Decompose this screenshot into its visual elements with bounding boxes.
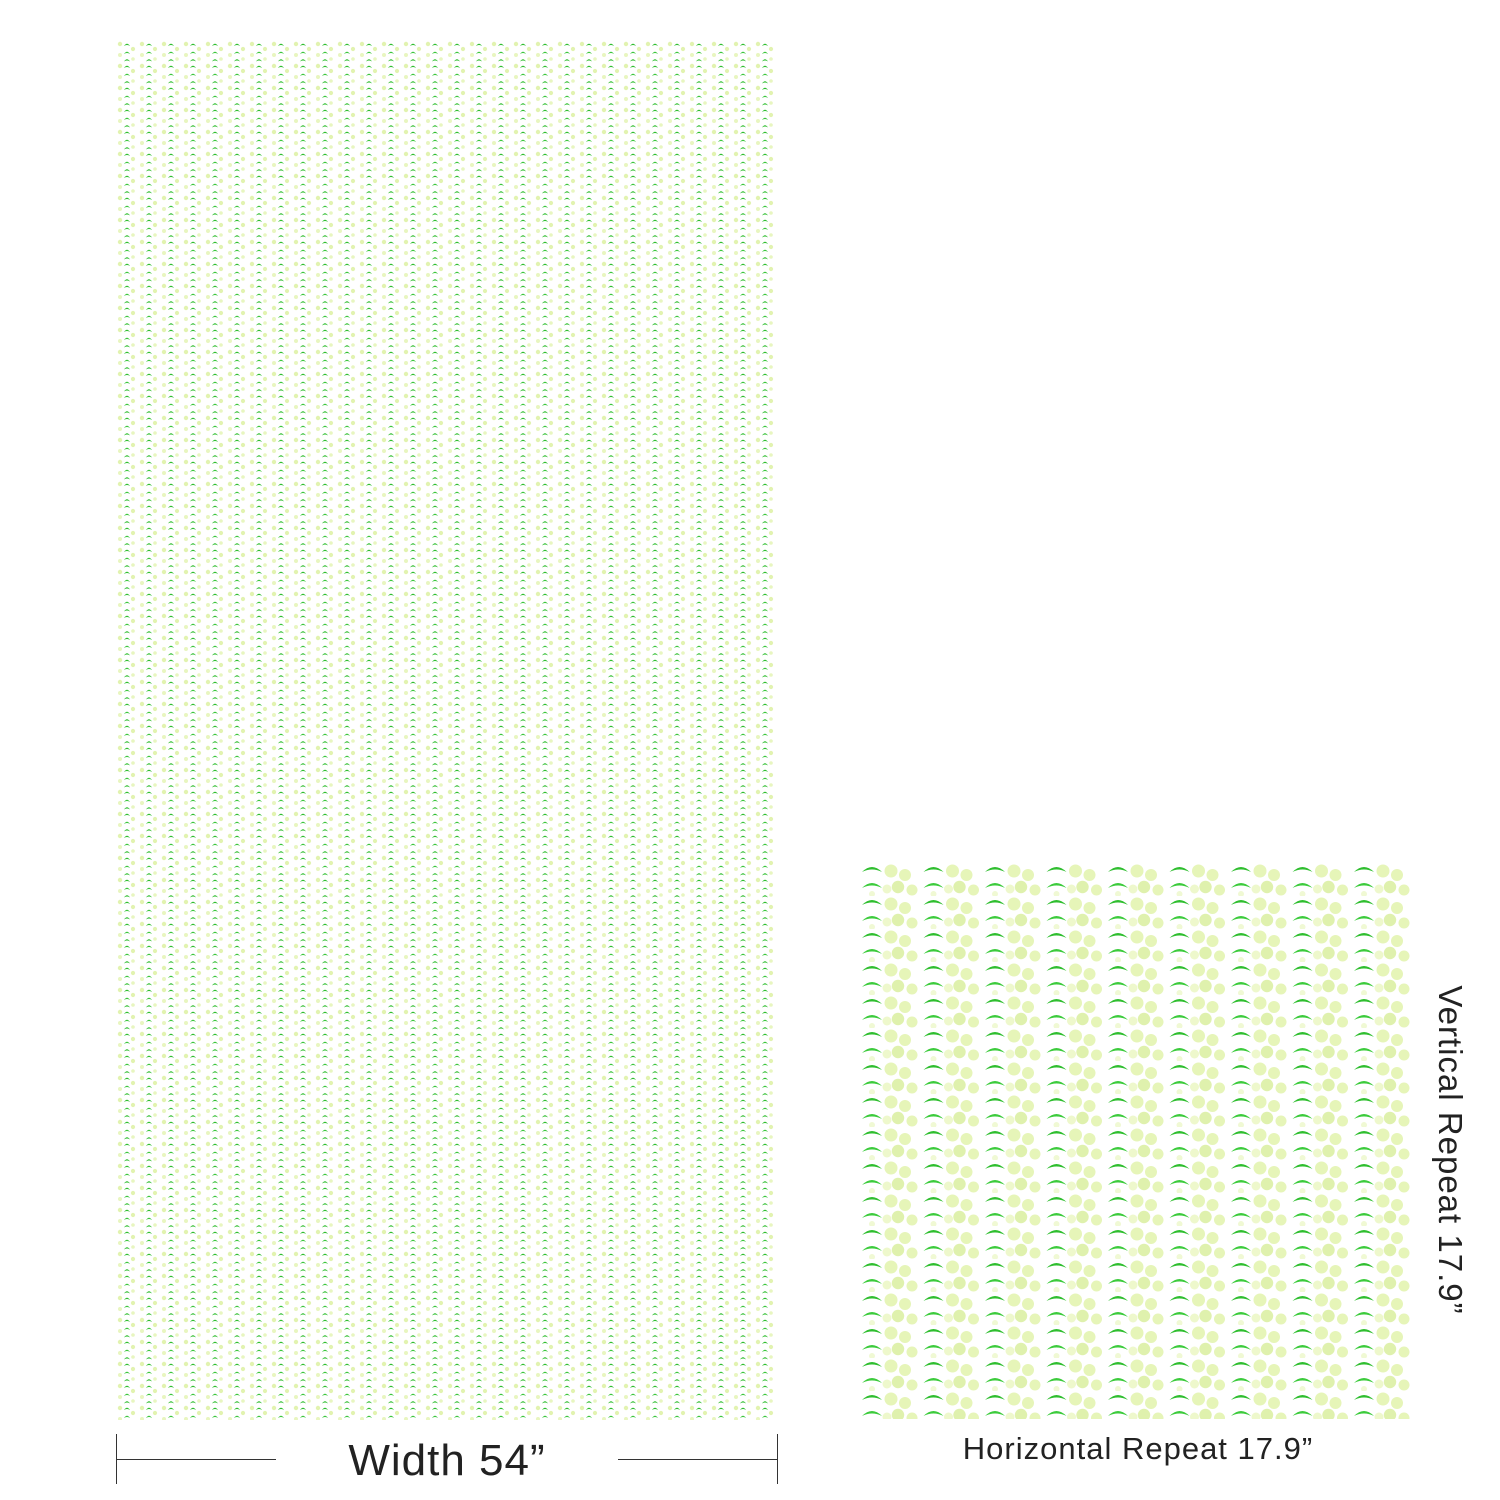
- dimension-line-right: [618, 1459, 778, 1460]
- width-label: Width 54”: [348, 1436, 546, 1485]
- dimension-line-left: [116, 1459, 276, 1460]
- width-dimension-line: Width 54”: [116, 1434, 778, 1486]
- horizontal-repeat-label: Horizontal Repeat 17.9”: [962, 1431, 1314, 1466]
- dimension-tick-right: [777, 1434, 778, 1484]
- vertical-repeat-label: Vertical Repeat 17.9”: [1432, 985, 1469, 1315]
- fabric-swatch-full-width: [116, 40, 776, 1420]
- fabric-repeat-detail: [861, 863, 1415, 1419]
